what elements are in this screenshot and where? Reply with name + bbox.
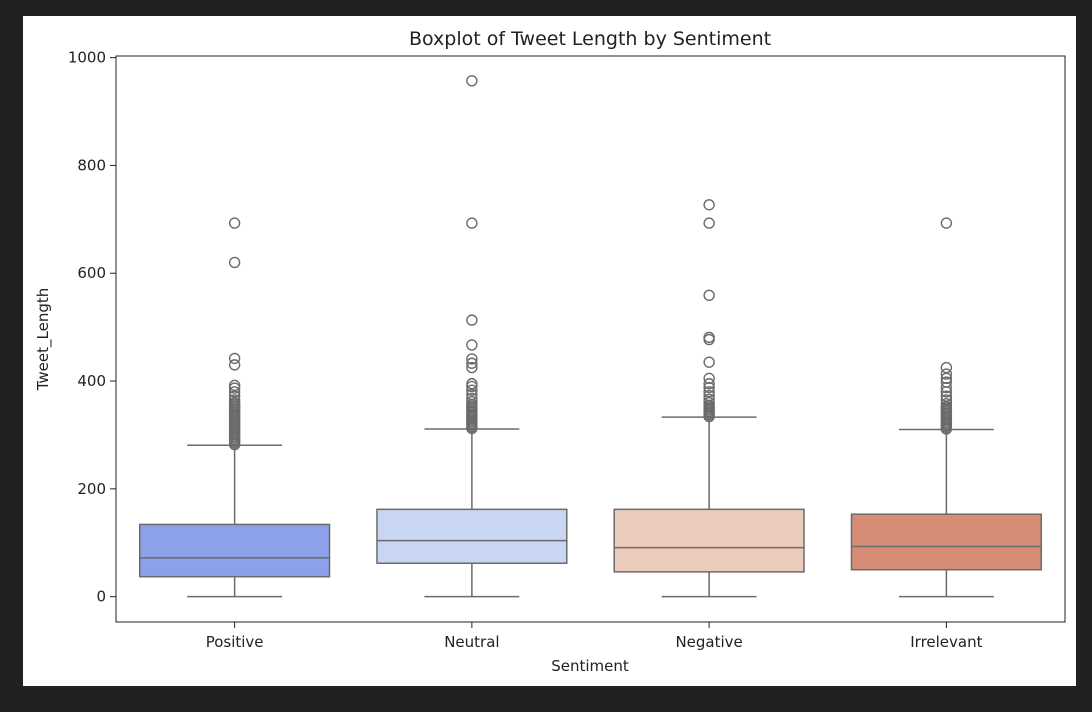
outlier-point xyxy=(940,376,953,388)
boxes-layer xyxy=(138,75,1043,598)
outlier-point xyxy=(466,339,478,351)
box-group-irrelevant xyxy=(850,217,1043,598)
box-group-positive xyxy=(138,217,331,598)
y-tick-label: 800 xyxy=(77,156,106,174)
outlier-point xyxy=(940,217,953,229)
boxplot-chart: Boxplot of Tweet Length by Sentiment 0 20… xyxy=(34,28,1066,675)
y-tick-label: 0 xyxy=(96,588,106,606)
outlier-point xyxy=(466,75,478,87)
box xyxy=(138,523,331,578)
x-tick-label: Irrelevant xyxy=(910,633,982,651)
y-axis-label: Tweet_Length xyxy=(34,288,53,392)
outlier-point xyxy=(703,386,715,398)
outlier-point xyxy=(940,381,953,394)
box-group-negative xyxy=(613,199,805,598)
box xyxy=(376,508,568,564)
outlier-point xyxy=(703,356,715,368)
outlier-point xyxy=(466,384,478,396)
x-axis: Positive Neutral Negative Irrelevant xyxy=(206,622,983,651)
outlier-point xyxy=(228,379,241,392)
outlier-point xyxy=(228,359,241,371)
outlier-point xyxy=(940,390,953,402)
outlier-point xyxy=(466,388,478,401)
outlier-point xyxy=(940,361,953,374)
figure-canvas: Boxplot of Tweet Length by Sentiment 0 20… xyxy=(23,16,1076,686)
outlier-point xyxy=(228,256,241,269)
outlier-point xyxy=(466,357,478,369)
outlier-point xyxy=(703,393,715,406)
box xyxy=(850,513,1043,571)
x-tick-label: Neutral xyxy=(444,633,499,651)
outlier-point xyxy=(466,361,478,374)
outlier-point xyxy=(228,217,241,229)
y-tick-label: 1000 xyxy=(68,49,106,67)
outlier-point xyxy=(228,390,241,402)
y-tick-label: 600 xyxy=(77,264,106,282)
outlier-point xyxy=(228,386,241,398)
outlier-point xyxy=(228,352,241,365)
box-group-neutral xyxy=(376,75,568,598)
outlier-point xyxy=(940,394,953,406)
outlier-point xyxy=(703,381,715,394)
x-tick-label: Negative xyxy=(675,633,742,651)
outlier-point xyxy=(228,394,241,406)
box xyxy=(613,508,805,573)
axes-frame xyxy=(115,55,1066,623)
outlier-point xyxy=(703,378,715,390)
outlier-point xyxy=(703,389,715,402)
outlier-point xyxy=(466,378,478,390)
outlier-point xyxy=(703,289,715,302)
chart-title: Boxplot of Tweet Length by Sentiment xyxy=(409,28,771,50)
outlier-point xyxy=(703,199,715,211)
x-tick-label: Positive xyxy=(206,633,264,651)
outlier-point xyxy=(703,372,715,385)
outlier-point xyxy=(703,396,715,409)
outlier-point xyxy=(466,392,478,404)
outlier-point xyxy=(703,217,715,229)
outlier-point xyxy=(703,331,715,344)
outlier-point xyxy=(940,397,953,410)
x-axis-label: Sentiment xyxy=(551,657,629,675)
outlier-point xyxy=(940,372,953,385)
y-axis: 0 200 400 600 800 1000 xyxy=(68,49,116,606)
outlier-point xyxy=(466,314,478,326)
outlier-point xyxy=(466,353,478,365)
outlier-point xyxy=(466,395,478,408)
outlier-point xyxy=(466,217,478,229)
outlier-point xyxy=(940,368,953,380)
y-tick-label: 200 xyxy=(77,480,106,498)
y-tick-label: 400 xyxy=(77,372,106,390)
